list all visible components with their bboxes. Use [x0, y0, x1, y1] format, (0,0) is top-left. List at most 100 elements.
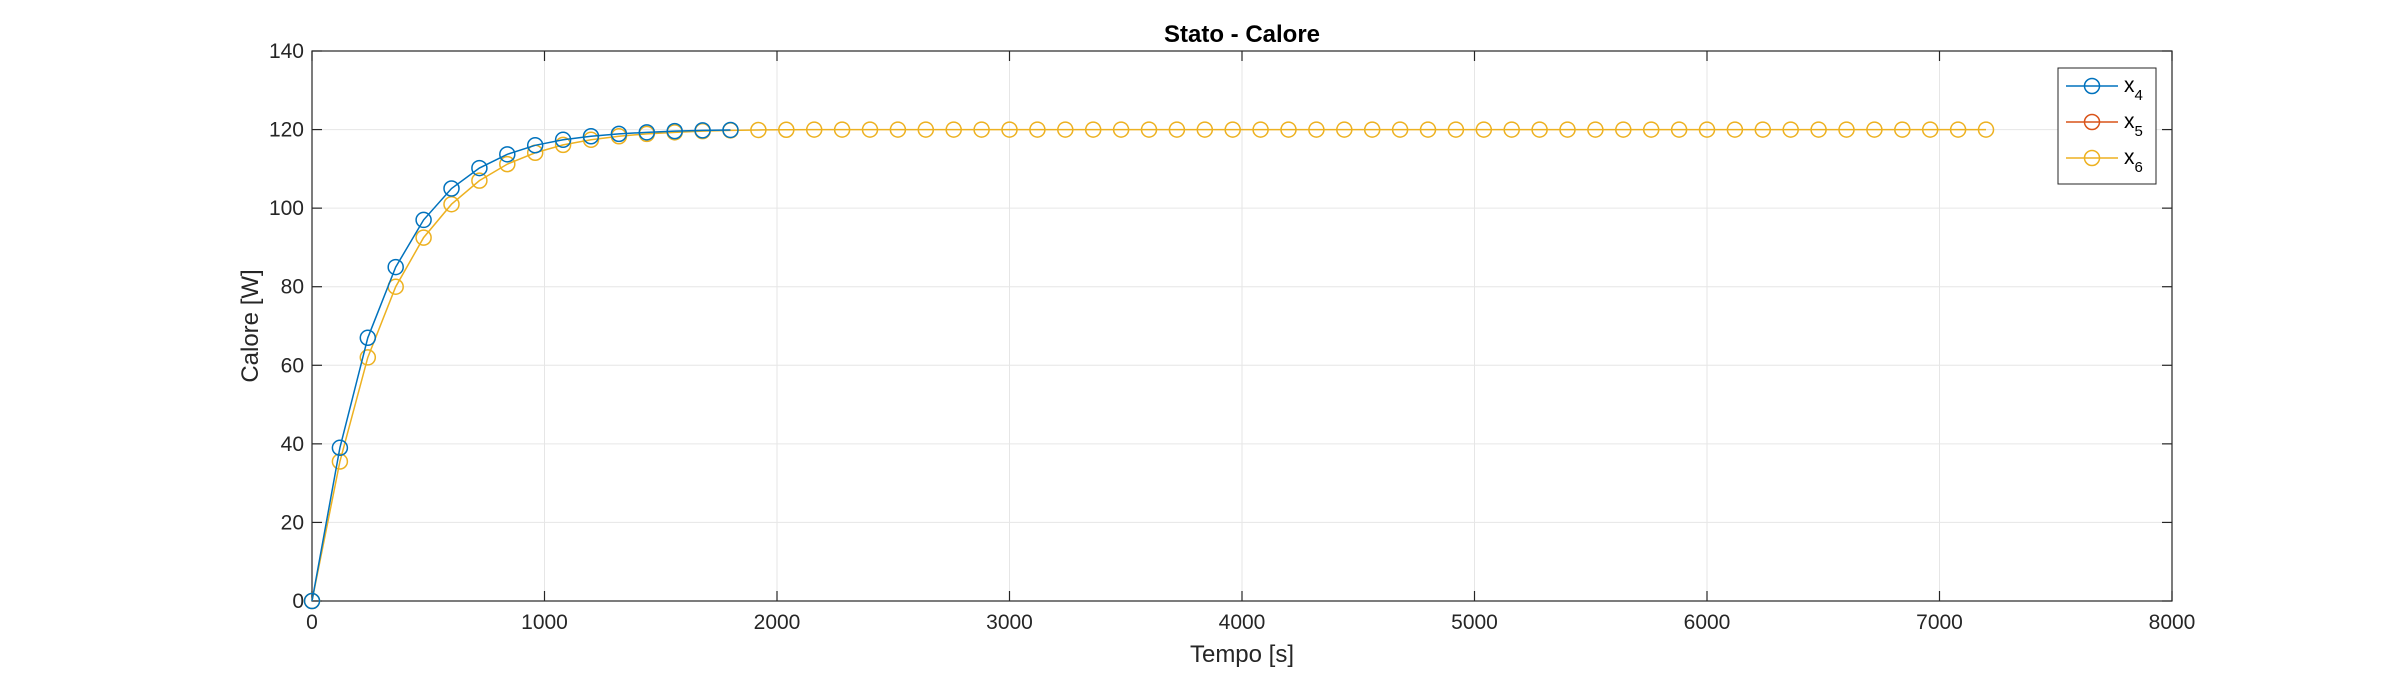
legend-entry-x5: x5 — [2066, 110, 2143, 140]
y-tick-label: 80 — [281, 276, 304, 299]
data-point-x6 — [778, 121, 795, 139]
data-point-x6 — [1531, 121, 1548, 138]
data-point-x6 — [1029, 121, 1046, 138]
data-point-x6 — [1698, 121, 1716, 138]
data-point-x4 — [526, 137, 544, 154]
data-point-x6 — [1754, 121, 1772, 138]
x-tick-label: 6000 — [1684, 611, 1731, 634]
data-point-x6 — [1475, 121, 1493, 138]
y-tick-label: 20 — [281, 511, 304, 534]
x-tick-label: 0 — [306, 611, 318, 634]
data-point-x6 — [1670, 121, 1688, 138]
data-point-x4 — [303, 592, 321, 610]
series-x6 — [303, 121, 1995, 610]
data-point-x6 — [1308, 121, 1325, 138]
data-point-x6 — [1084, 121, 1102, 138]
x-tick-label: 5000 — [1451, 611, 1498, 634]
data-point-x6 — [1252, 121, 1269, 138]
data-point-x4 — [638, 124, 656, 141]
data-point-x6 — [1419, 121, 1437, 138]
data-point-x6 — [1336, 121, 1353, 138]
data-point-x6 — [1921, 121, 1939, 138]
data-point-x6 — [1168, 121, 1186, 138]
data-point-x6 — [917, 121, 935, 138]
data-point-x4 — [359, 329, 377, 347]
data-point-x6 — [973, 121, 990, 138]
data-point-x4 — [722, 121, 739, 139]
data-point-x6 — [805, 121, 823, 138]
legend-marker-x4 — [2083, 77, 2101, 95]
y-tick-label: 0 — [292, 590, 304, 613]
y-axis-label: Calore [W] — [237, 269, 264, 382]
data-point-x6 — [1977, 121, 1995, 138]
legend-entry-x4: x4 — [2066, 74, 2143, 104]
data-point-x6 — [889, 121, 907, 138]
y-tick-label: 40 — [281, 433, 304, 456]
x-tick-label: 7000 — [1916, 611, 1963, 634]
legend-marker-x6 — [2083, 149, 2101, 167]
data-point-x6 — [1838, 121, 1855, 138]
x-tick-label: 2000 — [754, 611, 801, 634]
legend-label-x4: x4 — [2124, 74, 2143, 104]
data-point-x4 — [666, 122, 683, 140]
data-point-x6 — [1280, 121, 1297, 138]
data-point-x6 — [1810, 121, 1827, 138]
data-point-x6 — [1196, 121, 1214, 138]
data-point-x6 — [1587, 121, 1604, 138]
data-point-x6 — [1057, 121, 1074, 138]
data-point-x6 — [1363, 121, 1381, 138]
data-point-x6 — [1894, 121, 1911, 138]
series-x4 — [303, 121, 739, 610]
x-tick-label: 3000 — [986, 611, 1033, 634]
legend-label-x6: x6 — [2124, 146, 2143, 176]
axes: 0 1000 2000 3000 4000 5000 6000 7000 8000 0 20 40 60… — [269, 40, 2195, 634]
data-point-x6 — [471, 172, 488, 189]
y-tick-label: 100 — [269, 197, 304, 220]
data-point-x6 — [1615, 121, 1632, 138]
y-tick-label: 140 — [269, 40, 304, 63]
x-axis-label: Tempo [s] — [1190, 641, 1294, 668]
data-point-x6 — [1782, 121, 1799, 138]
data-point-x6 — [415, 229, 432, 246]
data-point-x4 — [471, 159, 488, 177]
data-point-x6 — [945, 121, 962, 138]
data-point-x6 — [331, 453, 349, 470]
data-point-x4 — [554, 131, 572, 149]
data-point-x4 — [331, 439, 349, 457]
data-point-x6 — [1224, 121, 1241, 138]
data-point-x6 — [1112, 121, 1130, 138]
series-line-x4 — [311, 129, 731, 602]
data-point-x6 — [499, 155, 516, 173]
data-point-x6 — [1866, 121, 1883, 138]
data-point-x6 — [1001, 121, 1018, 138]
data-point-x6 — [1447, 121, 1465, 138]
data-point-x6 — [1140, 121, 1158, 138]
data-point-x4 — [387, 258, 404, 276]
data-point-x4 — [582, 128, 600, 145]
data-point-x4 — [443, 180, 460, 197]
data-point-x4 — [694, 122, 711, 139]
y-tick-label: 60 — [281, 354, 304, 377]
legend-label-x5: x5 — [2124, 110, 2143, 140]
data-series — [303, 121, 1995, 610]
data-point-x4 — [610, 125, 628, 143]
data-point-x6 — [1726, 121, 1744, 138]
data-point-x4 — [499, 146, 516, 163]
data-point-x6 — [1391, 121, 1409, 138]
legend-marker-x5 — [2083, 113, 2101, 131]
series-line-x6 — [311, 128, 1986, 602]
legend-entry-x6: x6 — [2066, 146, 2143, 176]
data-point-x6 — [359, 349, 377, 366]
data-point-x6 — [1642, 121, 1660, 138]
y-tick-label: 120 — [269, 119, 304, 142]
legend-box — [2057, 67, 2157, 185]
legend: x4 x5 x6 — [2057, 67, 2157, 185]
data-point-x6 — [861, 121, 879, 138]
data-point-x6 — [582, 131, 600, 149]
data-point-x6 — [833, 121, 851, 138]
data-point-x6 — [554, 136, 572, 154]
x-tick-label: 8000 — [2149, 611, 2196, 634]
chart-title: Stato - Calore — [1164, 21, 1320, 48]
